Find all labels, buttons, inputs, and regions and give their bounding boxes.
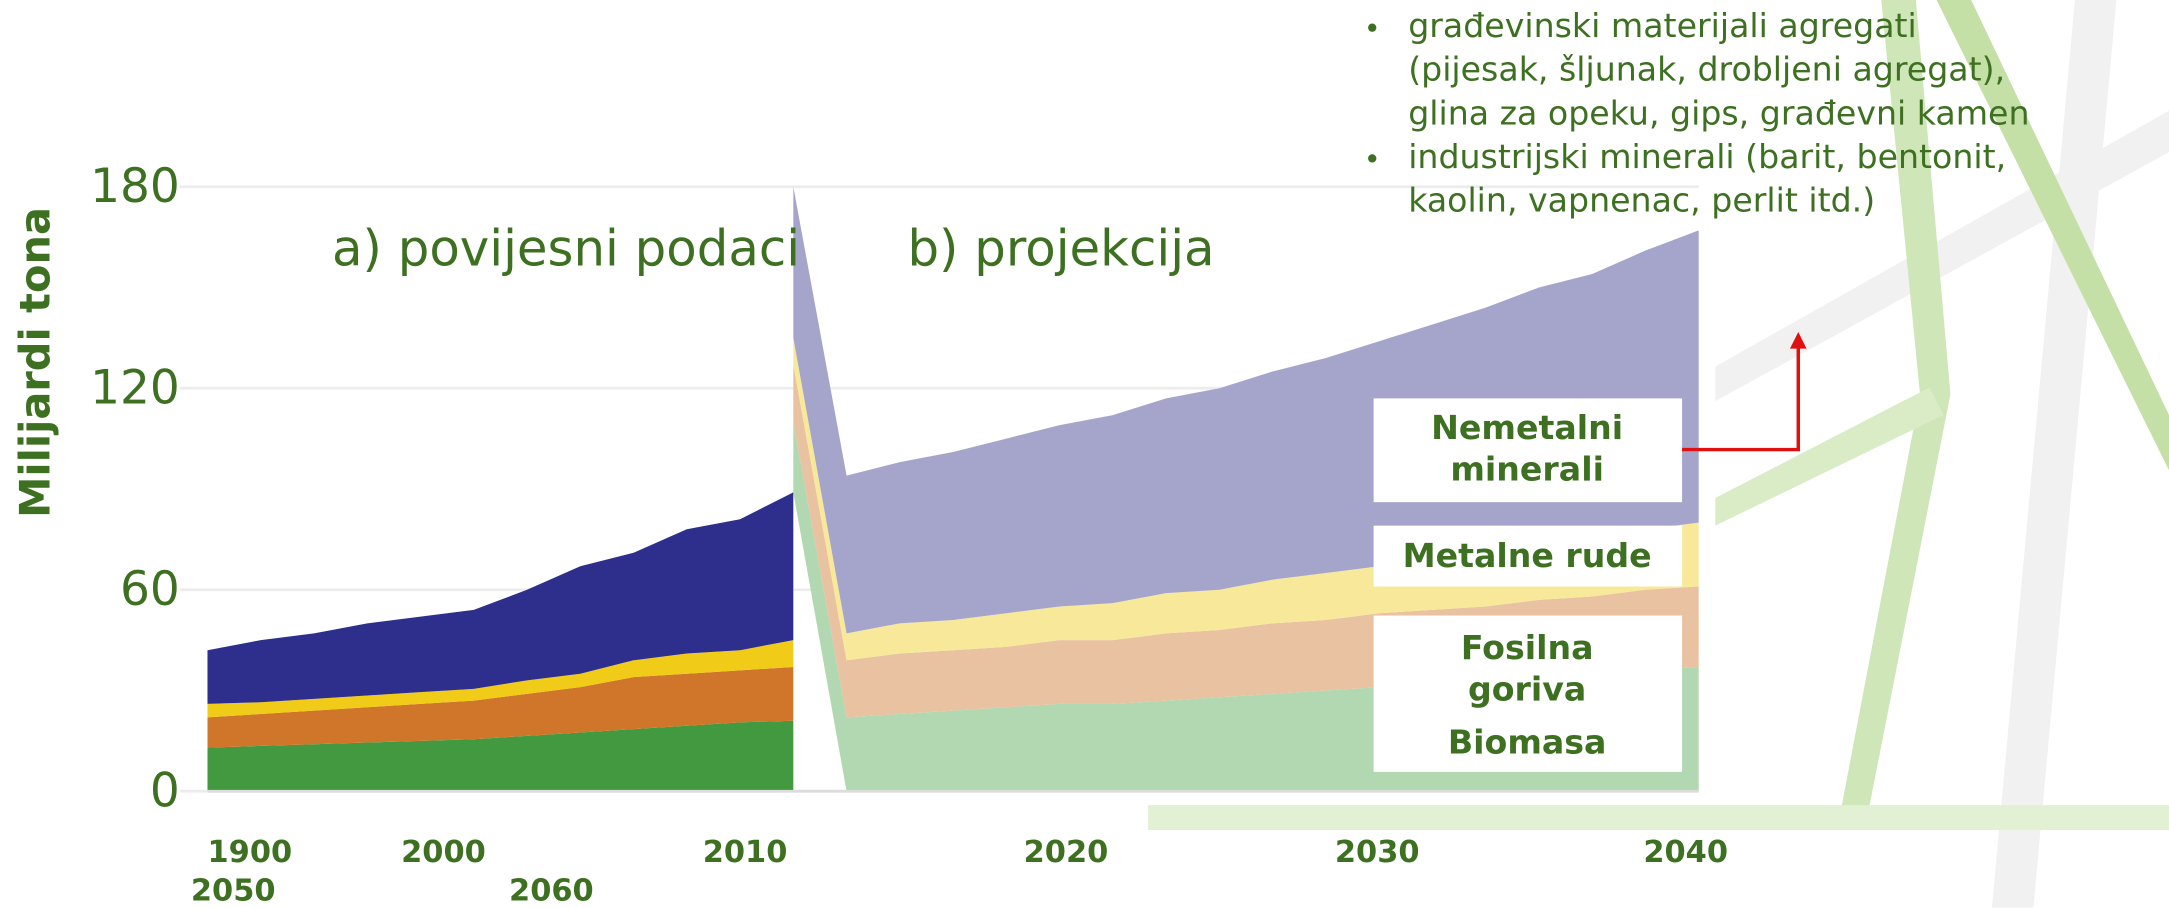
y-tick-label: 180 (90, 159, 180, 214)
arrow (1682, 345, 1801, 452)
y-tick-label: 120 (90, 361, 180, 416)
note-line: glina za opeku, gips, građevni kamen (1408, 93, 2029, 132)
area (207, 492, 794, 704)
annotation: b) projekcija (907, 219, 1214, 277)
note-line: kaolin, vapnenac, perlit itd.) (1408, 180, 1875, 219)
note-line: industrijski minerali (barit, bentonit, (1408, 137, 2006, 176)
area (793, 186, 1699, 634)
bullet (1368, 154, 1377, 163)
legend-box (1373, 525, 1683, 587)
x-tick-label: 2050 (191, 874, 276, 908)
legend-box (1373, 615, 1683, 772)
area (207, 640, 794, 718)
y-axis-title: Milijardi tona (11, 207, 60, 518)
notes: građevinski materijali agregati (pijesak,… (1368, 6, 2030, 219)
x-tick-label: 1900 (207, 835, 292, 870)
note-line: (pijesak, šljunak, drobljeni agregat), (1408, 50, 2005, 89)
legend-label: Fosilna goriva (1461, 627, 1594, 707)
arrow-head (1789, 331, 1807, 349)
x-tick-label: 2060 (509, 874, 594, 908)
area (207, 666, 794, 748)
bullet (1368, 23, 1377, 32)
x-axis-labels: 1900 2000 2010 2020 2030 2040 2050 2060 (191, 835, 1728, 908)
annotation: a) povijesni podaci (332, 219, 800, 277)
x-tick-label: 2000 (401, 835, 486, 870)
legend-label: Biomasa (1448, 723, 1607, 762)
note-line: građevinski materijali agregati (1408, 6, 1917, 45)
area (207, 720, 794, 792)
legend: Biomasa Fosilna goriva Metalne rude Nemetaln… (1373, 331, 1807, 772)
x-tick-label: 2010 (703, 835, 788, 870)
legend-label: Metalne rude (1403, 536, 1652, 575)
legend-label: Nemetalni minerali (1431, 407, 1623, 487)
background-decoration (1148, 0, 2169, 908)
x-tick-label: 2020 (1024, 835, 1109, 870)
y-tick-label: 0 (150, 764, 180, 819)
grid: 0 60 120 180 (90, 159, 1699, 819)
x-tick-label: 2030 (1335, 835, 1420, 870)
x-tick-label: 2040 (1643, 835, 1728, 870)
y-tick-label: 60 (120, 562, 180, 617)
legend-box (1373, 398, 1683, 503)
